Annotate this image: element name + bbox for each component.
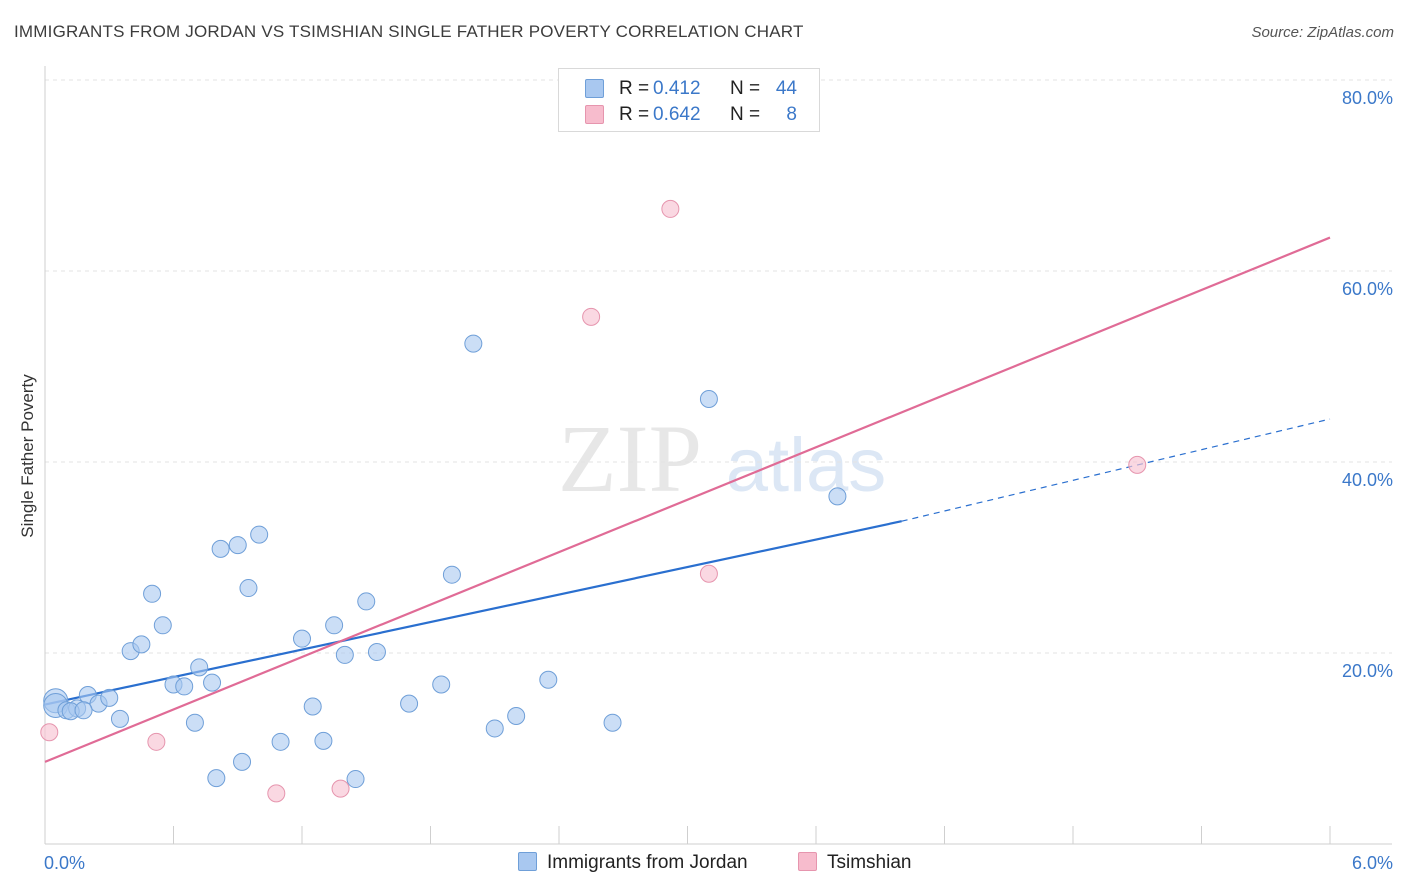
point-jordan [185, 713, 204, 732]
point-tsimshian [331, 779, 350, 798]
watermark-zip: ZIP [558, 405, 702, 512]
legend-r-label: R = [619, 78, 650, 99]
x-tick-label: 0.0% [44, 853, 85, 873]
point-jordan [828, 487, 847, 506]
legend-swatch-jordan [585, 79, 604, 98]
legend-r-value: 0.642 [653, 104, 701, 125]
point-tsimshian [267, 784, 286, 803]
point-jordan [442, 565, 461, 584]
bottom-legend-tsimshian: Tsimshian [798, 852, 911, 874]
point-jordan [464, 334, 483, 353]
point-jordan [357, 592, 376, 611]
bottom-legend-swatch-jordan [518, 852, 537, 871]
point-jordan [303, 697, 322, 716]
point-tsimshian [147, 732, 166, 751]
point-jordan [250, 525, 269, 544]
watermark-atlas: atlas [726, 423, 887, 508]
y-axis-title: Single Father Poverty [18, 374, 37, 538]
legend-n-label: N = [730, 104, 761, 125]
y-tick-label: 40.0% [1342, 470, 1393, 490]
point-jordan [314, 731, 333, 750]
bottom-legend-label-jordan: Immigrants from Jordan [547, 852, 748, 873]
point-jordan [100, 688, 119, 707]
trend-line-jordan [44, 520, 902, 706]
data-points [40, 199, 1147, 803]
legend-n-value: 44 [775, 78, 797, 99]
point-jordan [153, 616, 172, 635]
point-jordan [190, 658, 209, 677]
y-tick-label: 60.0% [1342, 279, 1393, 299]
point-jordan [603, 713, 622, 732]
point-jordan [207, 769, 226, 788]
point-jordan [271, 732, 290, 751]
point-jordan [228, 536, 247, 555]
point-jordan [110, 709, 129, 728]
y-tick-label: 80.0% [1342, 88, 1393, 108]
point-tsimshian [40, 723, 59, 742]
legend-r-label: R = [619, 104, 650, 125]
point-jordan [367, 643, 386, 662]
point-jordan [233, 752, 252, 771]
point-jordan [485, 719, 504, 738]
point-tsimshian [661, 199, 680, 218]
x-tick-label: 6.0% [1352, 853, 1393, 873]
point-jordan [239, 579, 258, 598]
legend-r-value: 0.412 [653, 78, 701, 99]
point-jordan [346, 770, 365, 789]
y-tick-labels: 20.0% 40.0% 60.0% 80.0% [1342, 88, 1393, 681]
legend-n-label: N = [730, 78, 761, 99]
point-tsimshian [1128, 455, 1147, 474]
point-jordan [211, 539, 230, 558]
point-tsimshian [699, 564, 718, 583]
point-jordan [432, 675, 451, 694]
source-label: Source: ZipAtlas.com [1251, 24, 1394, 41]
point-jordan [699, 389, 718, 408]
bottom-legend-swatch-tsimshian [798, 852, 817, 871]
trend-lines [44, 236, 1331, 763]
point-tsimshian [582, 307, 601, 326]
legend-swatch-tsimshian [585, 105, 604, 124]
bottom-legend-jordan: Immigrants from Jordan [518, 852, 748, 874]
legend-n-value: 8 [786, 104, 797, 125]
point-jordan [74, 701, 93, 720]
point-jordan [293, 629, 311, 648]
point-jordan [335, 645, 354, 664]
trend-line-tsimshian [44, 236, 1331, 763]
point-jordan [539, 670, 558, 689]
point-jordan [507, 707, 526, 726]
grid-lines [45, 79, 1392, 654]
y-tick-label: 20.0% [1342, 661, 1393, 681]
point-jordan [400, 694, 419, 713]
trend-line-jordan-extension [901, 418, 1331, 522]
correlation-legend: R = 0.412 N = 44 R = 0.642 N = 8 [558, 68, 820, 132]
point-jordan [143, 584, 162, 603]
chart-title: IMMIGRANTS FROM JORDAN VS TSIMSHIAN SING… [14, 22, 804, 41]
axes [44, 66, 1392, 845]
bottom-legend-label-tsimshian: Tsimshian [827, 852, 912, 873]
x-tick-labels: 0.0% 6.0% [44, 853, 1393, 873]
point-jordan [203, 673, 222, 692]
point-jordan [175, 677, 194, 696]
point-jordan [325, 616, 344, 635]
point-jordan [132, 635, 151, 654]
